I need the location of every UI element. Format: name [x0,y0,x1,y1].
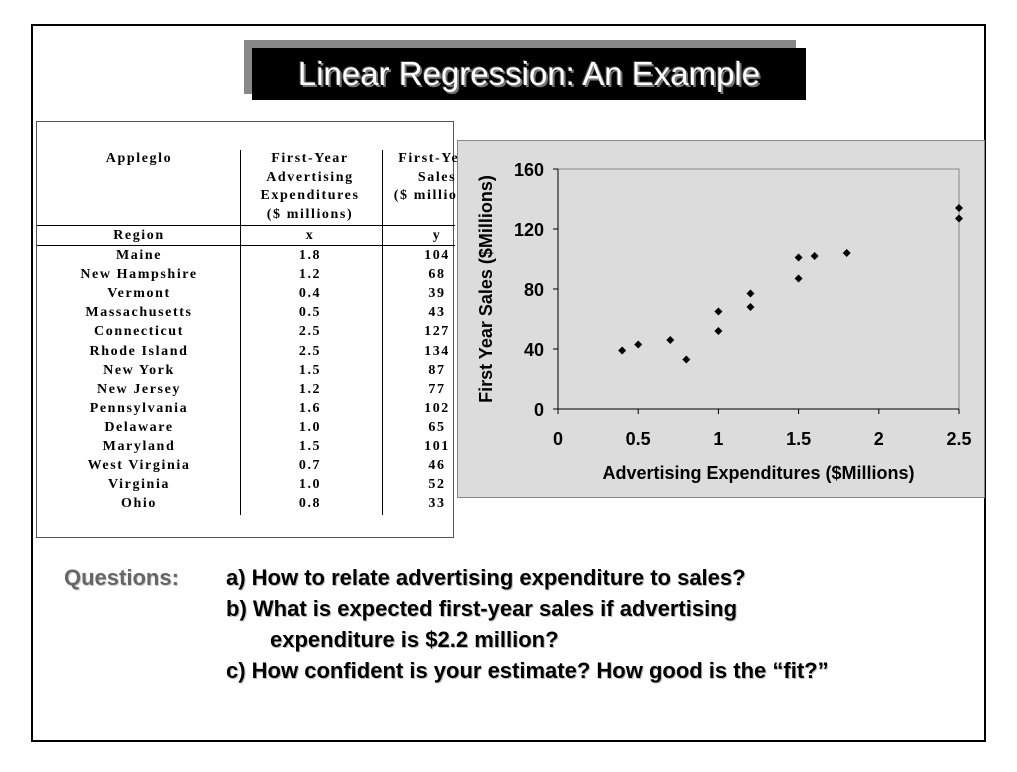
subheader-x: x [305,228,315,243]
header-x-line2: Advertising [266,169,354,185]
data-point [955,214,963,223]
table-cell-region: Pennsylvania [89,400,189,416]
table-cell-region: Massachusetts [85,305,193,321]
data-point [634,340,643,349]
table-cell-region: Maryland [102,439,176,454]
table-cell-y: 68 [428,267,446,283]
subheader-region: Region [113,228,165,243]
table-cell-region: Virginia [107,477,171,493]
y-tick-label: 80 [524,280,544,300]
x-tick-label: 2.5 [946,429,971,449]
table-cell-region: Rhode Island [89,343,189,359]
table-cell-x: 1.2 [298,381,322,397]
data-point [746,289,755,298]
table-cell-region: West Virginia [87,458,191,474]
scatter-chart: 0 40 80 120 160 0 0.5 1 1.5 2 2.5 Advertising Expen… [457,140,985,498]
table-cell-x: 1.0 [298,419,322,435]
subheader-divider [37,245,455,246]
table-cell-x: 1.8 [298,248,322,263]
data-point [714,307,723,316]
table-cell-y: 102 [424,400,450,416]
header-x-line1: First-Year [271,151,349,166]
table-cell-region: New Jersey [96,381,182,397]
table-cell-y: 134 [424,343,450,359]
table-cell-y: 52 [428,477,446,493]
table-cell-x: 2.5 [298,324,322,340]
data-point [794,253,803,262]
table-cell-region: New Hampshire [80,267,198,283]
table-cell-x: 1.5 [298,439,322,454]
data-point [618,346,627,355]
header-y-line2: Sales [417,169,457,185]
question-b-line1: b) What is expected first-year sales if … [226,596,738,621]
slide-title: Linear Regression: An Example [297,55,761,92]
x-tick-label: 1.5 [786,429,811,449]
table-cell-y: 87 [428,362,446,378]
column-divider-2 [382,150,383,515]
data-point [955,204,963,212]
data-point [682,355,691,364]
question-b-line2: expenditure is $2.2 million? [270,627,559,652]
table-cell-region: Ohio [121,496,157,512]
table-header-region: Appleglo [41,150,237,169]
table-cell-y: 65 [428,419,446,435]
header-y-line1: First-Year [398,151,476,166]
table-cell-x: 1.0 [298,477,322,493]
scatter-plot-svg: 0 40 80 120 160 0 0.5 1 1.5 2 2.5 Advertising Expen… [476,160,972,483]
table-cell-region: Vermont [107,286,171,302]
subheader-y: y [432,228,442,243]
table-cell-region: Maine [115,248,163,263]
table-cell-y: 43 [428,305,446,321]
table-cell-y: 39 [428,286,446,302]
table-cell-region: New York [103,362,175,378]
table-cell-y: 104 [424,248,450,263]
data-point [842,249,851,257]
table-cell-x: 0.5 [298,305,322,321]
table-header-x: First-Year Advertising Expenditures ($ m… [241,150,379,224]
header-x-line4: ($ millions) [266,206,354,222]
table-cell-x: 1.6 [298,400,322,416]
x-tick-label: 0 [553,429,563,449]
data-point [666,336,675,344]
question-c: c) How confident is your estimate? How g… [226,658,829,683]
title-banner: Linear Regression: An Example [252,48,806,100]
table-cell-y: 77 [428,381,446,397]
x-tick-label: 1 [713,429,723,449]
y-tick-label: 40 [524,340,544,360]
y-tick-label: 120 [514,220,544,240]
table-cell-y: 33 [428,496,446,512]
data-point [794,274,803,283]
x-axis-label: Advertising Expenditures ($Millions) [602,463,914,483]
y-tick-label: 0 [534,400,544,420]
question-a: a) How to relate advertising expenditure… [226,565,746,590]
header-x-line3: Expenditures [260,188,360,203]
header-appleglo: Appleglo [105,151,173,166]
column-divider-1 [240,150,241,515]
x-tick-label: 2 [874,429,884,449]
table-cell-x: 1.2 [298,267,322,283]
table-cell-x: 0.4 [298,286,322,302]
y-tick-label: 160 [514,160,544,180]
questions-label: Questions: [64,565,179,590]
table-cell-y: 46 [428,458,446,474]
header-divider [37,225,455,226]
data-table: Appleglo First-Year Advertising Expendit… [36,121,479,538]
table-cell-region: Delaware [104,419,174,435]
data-point [746,303,755,311]
table-cell-x: 1.5 [298,362,322,378]
data-point [714,327,723,335]
data-point [810,252,819,260]
table-cell-region: Connecticut [94,324,184,340]
y-axis-label: First Year Sales ($Millions) [476,175,496,403]
x-tick-label: 0.5 [626,429,651,449]
plot-area [557,168,960,410]
table-cell-x: 2.5 [298,343,322,359]
table-cell-x: 0.7 [298,458,322,474]
table-cell-y: 101 [424,439,450,454]
table-cell-y: 127 [424,324,450,340]
table-cell-x: 0.8 [298,496,322,512]
